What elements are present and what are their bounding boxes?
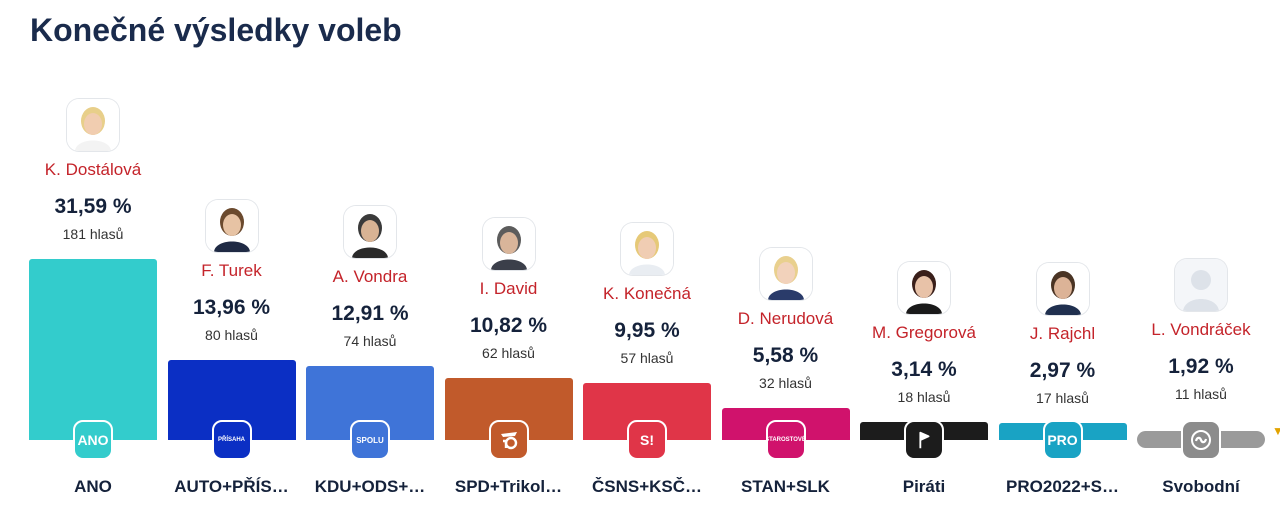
party-name-label[interactable]: PRO2022+S…	[1006, 477, 1119, 496]
candidate-photo-icon	[759, 248, 812, 300]
vote-count-label: 11 hlasů	[1175, 386, 1227, 402]
candidate-name-label: J. Rajchl	[1029, 324, 1096, 343]
vote-count-label: 18 hlasů	[897, 389, 951, 405]
chart-column: 32 hlasů 5,58 % D. Nerudová STAROSTOVÉ STAN+…	[721, 0, 850, 530]
candidate-photo-icon	[344, 206, 396, 258]
percent-value-label: 12,91 %	[331, 302, 409, 325]
vote-count-label: 181 hlasů	[62, 226, 124, 242]
pro-logo-icon: PRO	[1042, 420, 1083, 460]
stacilo-logo-icon: S!	[627, 420, 667, 460]
starostove-logo-icon: STAROSTOVÉ	[765, 420, 806, 460]
prisaha-logo-icon: PŘÍSAHA	[211, 420, 252, 460]
chart-column: 17 hlasů 2,97 % J. Rajchl PRO PRO2022+S…	[998, 0, 1127, 530]
party-name-label[interactable]: Svobodní	[1162, 477, 1240, 496]
ano-logo-icon: ANO	[73, 420, 113, 460]
percent-value-label: 5,58 %	[752, 344, 819, 367]
party-name-label[interactable]: SPD+Trikol…	[454, 477, 563, 496]
page-title: Konečné výsledky voleb	[30, 12, 402, 48]
svobodni-logo-icon	[1181, 420, 1221, 460]
candidate-photo-icon	[205, 200, 258, 252]
candidate-name-label: I. David	[479, 279, 538, 298]
vote-count-label: 32 hlasů	[759, 375, 812, 391]
logo-text: ANO	[77, 432, 109, 448]
candidate-name-label: K. Dostálová	[44, 160, 142, 179]
chart-column: 74 hlasů 12,91 % A. Vondra SPOLU KDU+ODS+…	[306, 0, 434, 530]
percent-value-label: 10,82 %	[469, 314, 548, 337]
party-name-label[interactable]: STAN+SLK	[741, 477, 830, 496]
logo-text: PŘÍSAHA	[217, 437, 245, 443]
percent-value-label: 3,14 %	[891, 358, 957, 381]
candidate-photo-icon	[67, 99, 119, 151]
party-name-label[interactable]: AUTO+PŘÍS…	[174, 477, 289, 496]
percent-value-label: 13,96 %	[192, 296, 271, 319]
candidate-photo-icon	[482, 218, 535, 270]
logo-text: PRO	[1047, 432, 1078, 448]
party-name-label[interactable]: Piráti	[902, 477, 946, 496]
party-name-label[interactable]: ČSNS+KSČ…	[591, 477, 703, 496]
logo-text: STAROSTOVÉ	[765, 437, 806, 443]
candidate-name-label: K. Konečná	[603, 284, 691, 303]
chart-bar[interactable]	[29, 259, 157, 440]
logo-text: S!	[640, 432, 654, 448]
percent-value-label: 9,95 %	[614, 319, 680, 342]
spd-trikolora-logo-icon	[488, 420, 529, 460]
percent-value-label: 2,97 %	[1029, 359, 1096, 382]
candidate-photo-icon	[898, 262, 950, 314]
candidate-name-label: D. Nerudová	[737, 309, 834, 328]
candidate-name-label: M. Gregorová	[872, 323, 976, 342]
pirati-logo-icon	[904, 420, 944, 460]
vote-count-label: 57 hlasů	[620, 350, 674, 366]
candidate-name-label: A. Vondra	[332, 267, 408, 286]
chart-column: 62 hlasů 10,82 % I. David SPD+Trikol…	[444, 0, 573, 530]
chart-column: 80 hlasů 13,96 % F. Turek PŘÍSAHA AUTO+PŘÍS…	[167, 0, 296, 530]
candidate-name-label: L. Vondráček	[1151, 320, 1251, 339]
percent-value-label: 31,59 %	[54, 195, 132, 218]
spolu-logo-icon: SPOLU	[350, 420, 390, 460]
vote-count-label: 74 hlasů	[343, 333, 397, 349]
chart-column: 11 hlasů 1,92 % L. Vondráček Svobodní	[1137, 0, 1265, 530]
logo-text: SPOLU	[356, 435, 384, 445]
candidate-photo-icon	[621, 223, 673, 275]
chart-column: 181 hlasů 31,59 % K. Dostálová ANO ANO	[29, 0, 157, 530]
party-name-label[interactable]: KDU+ODS+…	[314, 477, 426, 496]
vote-count-label: 17 hlasů	[1036, 390, 1089, 406]
percent-value-label: 1,92 %	[1168, 355, 1234, 378]
party-name-label[interactable]: ANO	[74, 477, 112, 496]
vote-count-label: 80 hlasů	[205, 327, 258, 343]
candidate-photo-icon	[1036, 263, 1089, 315]
chart-column: 57 hlasů 9,95 % K. Konečná S! ČSNS+KSČ…	[583, 0, 711, 530]
candidate-name-label: F. Turek	[201, 261, 262, 280]
vote-count-label: 62 hlasů	[482, 345, 535, 361]
chart-column: 18 hlasů 3,14 % M. Gregorová Piráti	[860, 0, 988, 530]
placeholder-avatar-icon	[1175, 259, 1227, 311]
scroll-next-hint-icon[interactable]: ▼	[1272, 424, 1280, 438]
